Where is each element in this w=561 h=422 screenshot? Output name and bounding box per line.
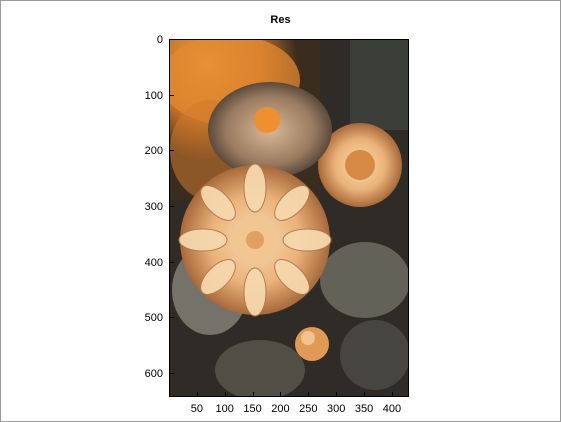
y-tick-label: 300 xyxy=(144,200,163,213)
x-tick-mark xyxy=(364,392,366,396)
x-tick-mark xyxy=(196,392,198,396)
y-tick-label: 100 xyxy=(144,89,163,102)
x-tick-mark xyxy=(252,392,254,396)
x-tick-label: 200 xyxy=(271,403,290,415)
y-tick-mark xyxy=(170,205,174,207)
x-tick-label: 100 xyxy=(215,403,234,415)
x-tick-mark xyxy=(391,392,393,396)
dahlia-photo-icon xyxy=(170,40,408,396)
y-tick-label: 200 xyxy=(144,145,163,158)
y-tick-mark xyxy=(170,150,174,152)
image-axes xyxy=(169,39,409,397)
x-tick-label: 300 xyxy=(327,403,346,415)
y-tick-mark xyxy=(170,317,174,319)
x-tick-label: 150 xyxy=(243,403,262,415)
y-tick-label: 400 xyxy=(144,256,163,269)
x-tick-label: 250 xyxy=(299,403,318,415)
y-tick-label: 500 xyxy=(144,312,163,325)
y-tick-mark xyxy=(170,372,174,374)
x-tick-mark xyxy=(336,392,338,396)
y-tick-label: 600 xyxy=(144,367,163,380)
x-tick-mark xyxy=(308,392,310,396)
x-tick-mark xyxy=(224,392,226,396)
x-tick-label: 50 xyxy=(190,403,203,415)
y-tick-label: 0 xyxy=(156,34,163,46)
figure-title: Res xyxy=(270,14,291,26)
y-tick-mark xyxy=(170,39,174,40)
x-tick-label: 400 xyxy=(382,403,402,415)
y-tick-mark xyxy=(170,94,174,96)
x-tick-mark xyxy=(280,392,282,396)
y-tick-mark xyxy=(170,261,174,263)
x-tick-label: 350 xyxy=(354,403,374,415)
